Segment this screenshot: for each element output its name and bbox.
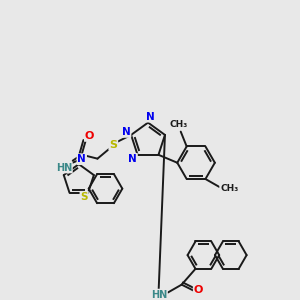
Text: S: S (109, 140, 117, 150)
Text: O: O (85, 131, 94, 141)
Text: N: N (122, 127, 130, 137)
Text: CH₃: CH₃ (220, 184, 238, 194)
Text: S: S (80, 192, 88, 202)
Text: HN: HN (151, 290, 167, 299)
Text: N: N (128, 154, 137, 164)
Text: N: N (77, 154, 86, 164)
Text: N: N (146, 112, 154, 122)
Text: O: O (194, 285, 203, 295)
Text: CH₃: CH₃ (169, 120, 188, 129)
Text: HN: HN (56, 163, 72, 172)
